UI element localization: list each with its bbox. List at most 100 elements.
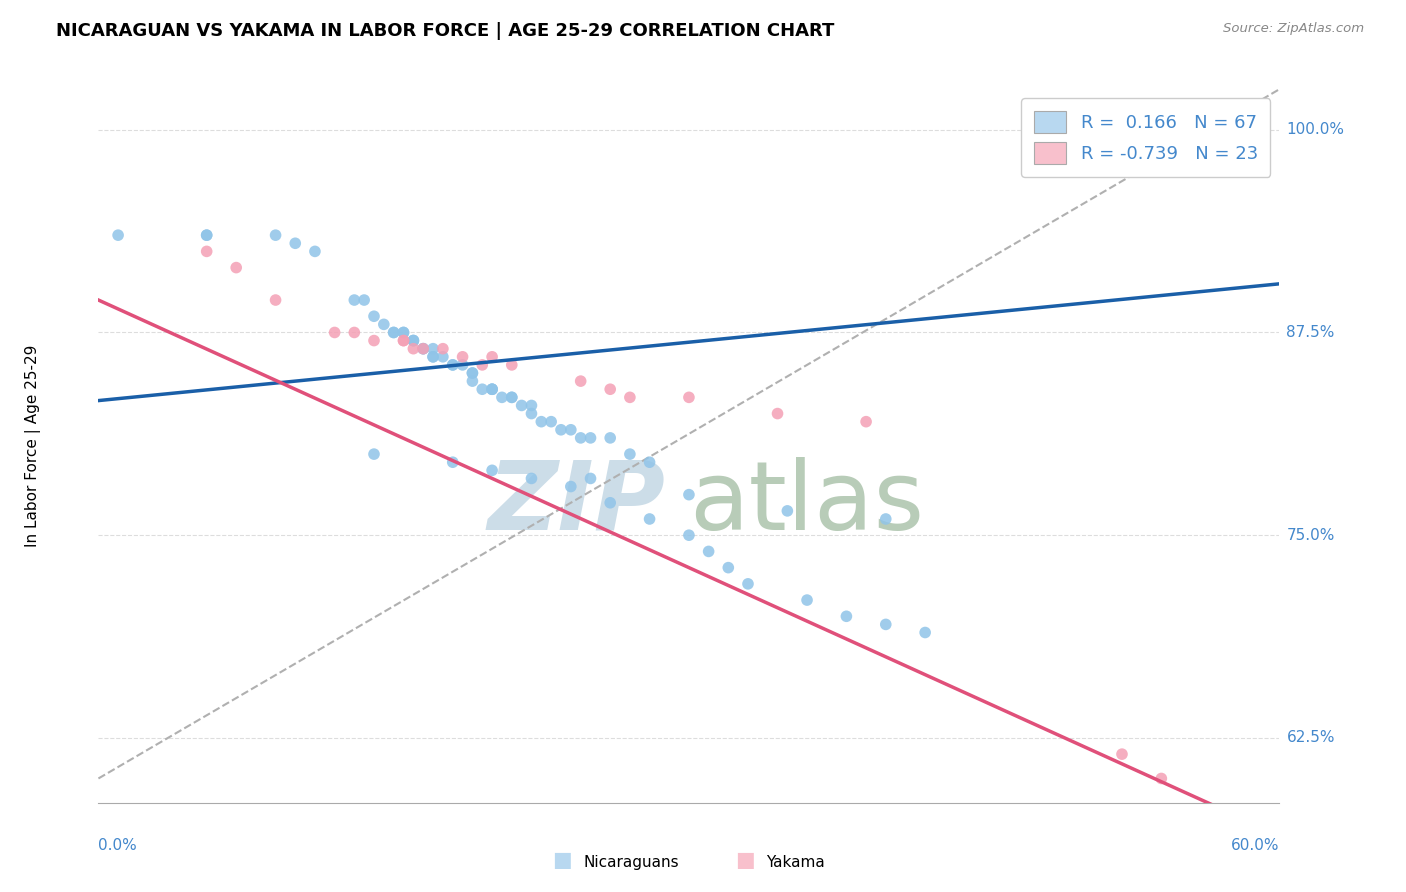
Point	[501, 390, 523, 404]
Point	[392, 334, 415, 348]
Point	[461, 366, 484, 380]
Text: ■: ■	[735, 850, 755, 870]
Point	[225, 260, 247, 275]
Point	[363, 310, 385, 324]
Text: In Labor Force | Age 25-29: In Labor Force | Age 25-29	[25, 345, 41, 547]
Point	[540, 415, 562, 429]
Point	[451, 358, 474, 372]
Point	[481, 382, 503, 396]
Point	[195, 244, 218, 259]
Point	[382, 326, 405, 340]
Point	[412, 342, 434, 356]
Point	[402, 334, 425, 348]
Text: 60.0%: 60.0%	[1232, 838, 1279, 854]
Point	[619, 447, 641, 461]
Text: 62.5%: 62.5%	[1286, 731, 1334, 746]
Point	[599, 382, 621, 396]
Point	[441, 455, 464, 469]
Point	[422, 342, 444, 356]
Text: Yakama: Yakama	[766, 855, 825, 870]
Point	[422, 350, 444, 364]
Point	[382, 326, 405, 340]
Point	[501, 390, 523, 404]
Text: 0.0%: 0.0%	[98, 838, 138, 854]
Text: NICARAGUAN VS YAKAMA IN LABOR FORCE | AGE 25-29 CORRELATION CHART: NICARAGUAN VS YAKAMA IN LABOR FORCE | AG…	[56, 22, 835, 40]
Point	[402, 342, 425, 356]
Point	[461, 374, 484, 388]
Point	[569, 374, 592, 388]
Point	[530, 415, 553, 429]
Point	[412, 342, 434, 356]
Point	[697, 544, 720, 558]
Point	[195, 228, 218, 243]
Point	[491, 390, 513, 404]
Point	[343, 293, 366, 307]
Point	[678, 488, 700, 502]
Point	[392, 326, 415, 340]
Point	[1150, 772, 1173, 786]
Point	[579, 431, 602, 445]
Point	[195, 228, 218, 243]
Point	[599, 431, 621, 445]
Text: ■: ■	[553, 850, 572, 870]
Point	[481, 382, 503, 396]
Point	[402, 334, 425, 348]
Point	[441, 358, 464, 372]
Point	[481, 382, 503, 396]
Point	[914, 625, 936, 640]
Point	[875, 617, 897, 632]
Point	[796, 593, 818, 607]
Point	[264, 293, 287, 307]
Point	[451, 350, 474, 364]
Point	[461, 366, 484, 380]
Text: Source: ZipAtlas.com: Source: ZipAtlas.com	[1223, 22, 1364, 36]
Point	[392, 334, 415, 348]
Point	[550, 423, 572, 437]
Point	[678, 528, 700, 542]
Point	[422, 350, 444, 364]
Point	[304, 244, 326, 259]
Point	[599, 496, 621, 510]
Point	[569, 431, 592, 445]
Point	[875, 512, 897, 526]
Text: ZIP: ZIP	[488, 457, 665, 549]
Point	[501, 358, 523, 372]
Text: 75.0%: 75.0%	[1286, 528, 1334, 542]
Point	[343, 326, 366, 340]
Point	[520, 399, 543, 413]
Point	[363, 447, 385, 461]
Text: atlas: atlas	[689, 457, 924, 549]
Point	[481, 350, 503, 364]
Point	[412, 342, 434, 356]
Point	[855, 415, 877, 429]
Point	[323, 326, 346, 340]
Legend: R =  0.166   N = 67, R = -0.739   N = 23: R = 0.166 N = 67, R = -0.739 N = 23	[1021, 98, 1271, 177]
Point	[481, 463, 503, 477]
Point	[471, 358, 494, 372]
Point	[432, 350, 454, 364]
Point	[264, 228, 287, 243]
Point	[510, 399, 533, 413]
Point	[107, 228, 129, 243]
Point	[392, 326, 415, 340]
Point	[441, 358, 464, 372]
Point	[638, 455, 661, 469]
Point	[560, 479, 582, 493]
Point	[284, 236, 307, 251]
Point	[471, 382, 494, 396]
Point	[432, 342, 454, 356]
Text: 87.5%: 87.5%	[1286, 325, 1334, 340]
Point	[1111, 747, 1133, 761]
Point	[619, 390, 641, 404]
Point	[373, 318, 395, 332]
Point	[353, 293, 375, 307]
Text: Nicaraguans: Nicaraguans	[583, 855, 679, 870]
Point	[363, 334, 385, 348]
Point	[520, 407, 543, 421]
Text: 100.0%: 100.0%	[1286, 122, 1344, 137]
Point	[835, 609, 858, 624]
Point	[776, 504, 799, 518]
Point	[737, 577, 759, 591]
Point	[638, 512, 661, 526]
Point	[402, 334, 425, 348]
